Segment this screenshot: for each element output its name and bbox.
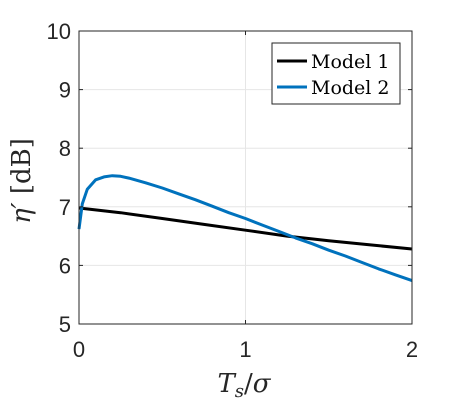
legend-box <box>271 42 401 105</box>
y-tick-label: 6 <box>59 253 71 278</box>
y-tick-label: 10 <box>47 19 71 44</box>
y-tick-label: 8 <box>59 136 71 161</box>
legend: Model 1 Model 2 <box>271 42 401 105</box>
legend-label-1: Model 1 <box>311 51 390 73</box>
legend-label-2: Model 2 <box>311 77 390 99</box>
y-axis-label: η′ [dB] <box>7 138 37 224</box>
series-line-1 <box>78 206 413 251</box>
x-tick-label: 2 <box>406 337 418 362</box>
x-axis-label: Ts/σ <box>217 369 271 402</box>
x-tick-label: 1 <box>239 337 251 362</box>
x-tick-label: 0 <box>73 337 85 362</box>
series-line-2 <box>77 174 413 283</box>
y-tick-label: 9 <box>59 78 71 103</box>
axis-ticks: 0 1 2 5 6 7 8 9 10 <box>47 19 419 362</box>
y-tick-label: 7 <box>59 195 71 220</box>
series-layer <box>77 174 413 283</box>
y-tick-label: 5 <box>59 312 71 337</box>
